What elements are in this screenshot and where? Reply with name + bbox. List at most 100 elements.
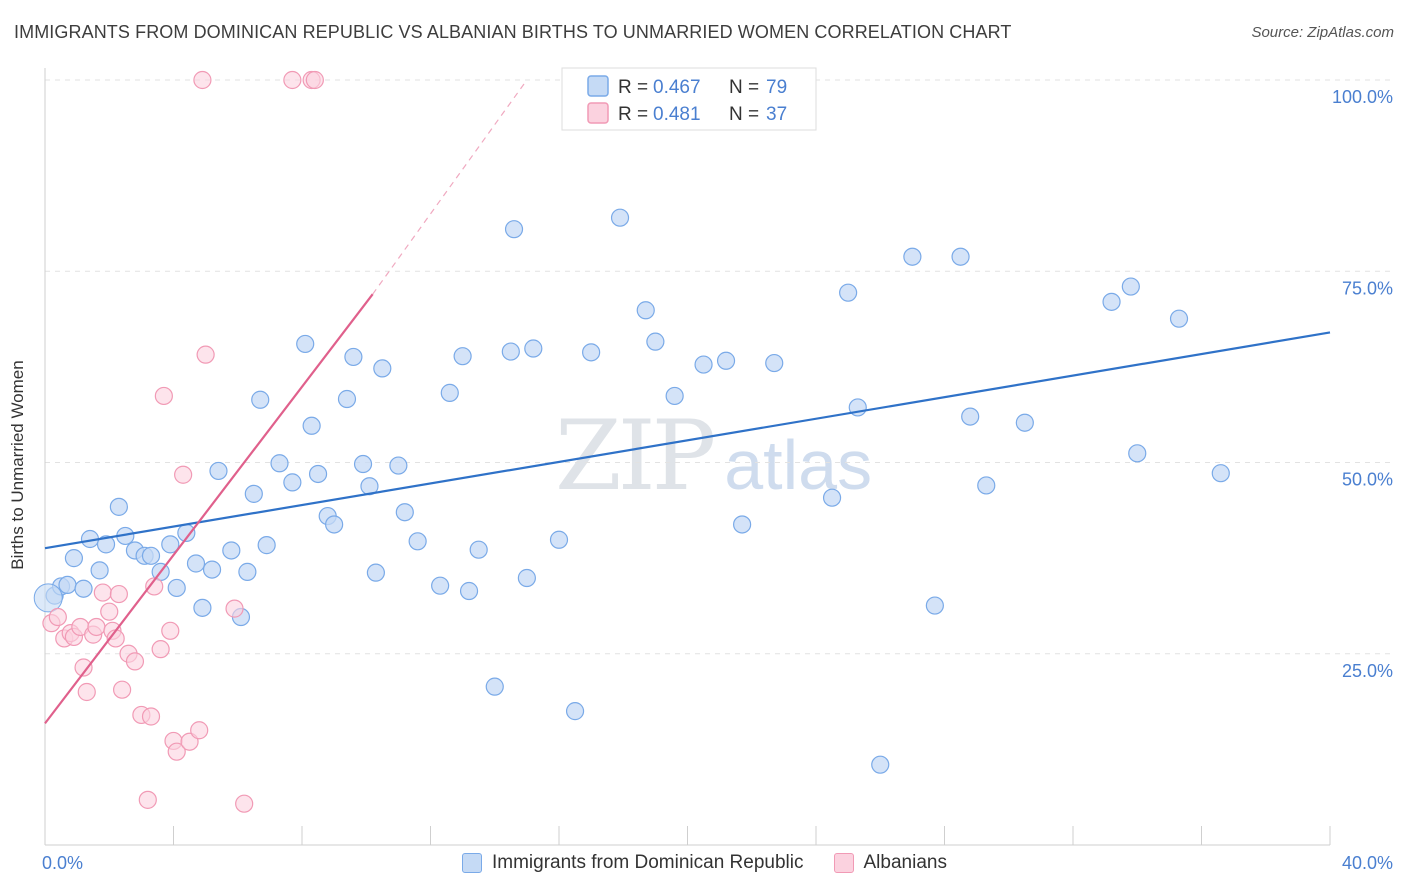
data-point-dominican — [1211, 464, 1230, 483]
data-point-dominican — [431, 576, 450, 595]
stats-legend: R = 0.467 N = 79 R = 0.481 N = 37 — [561, 67, 817, 131]
data-point-dominican — [193, 598, 212, 617]
data-point-albanian — [235, 794, 254, 813]
data-point-dominican — [977, 476, 996, 495]
data-point-dominican — [244, 484, 263, 503]
y-axis-label: Births to Unmarried Women — [8, 360, 27, 570]
data-point-dominican — [517, 568, 536, 588]
data-point-dominican — [1128, 444, 1147, 463]
legend-label-albanians: Albanians — [863, 852, 947, 873]
legend-swatch-blue — [462, 853, 482, 873]
data-point-dominican — [325, 515, 344, 534]
data-point-albanian — [74, 658, 93, 677]
data-point-dominican — [408, 532, 427, 551]
legend-label-dominican: Immigrants from Dominican Republic — [492, 852, 804, 873]
data-point-dominican — [459, 581, 479, 601]
stats-legend-swatch — [587, 102, 609, 124]
data-point-albanian — [174, 465, 193, 484]
data-point-albanian — [112, 680, 132, 699]
data-point-albanian — [145, 577, 164, 596]
data-point-dominican — [716, 351, 736, 370]
data-point-dominican — [96, 535, 116, 554]
data-point-dominican — [1102, 292, 1121, 311]
legend-item-dominican[interactable]: Immigrants from Dominican Republic — [462, 852, 804, 874]
data-point-dominican — [610, 208, 630, 227]
series-legend: Immigrants from Dominican Republic Alban… — [462, 852, 977, 874]
data-point-dominican — [296, 334, 315, 354]
data-point-dominican — [90, 561, 109, 580]
data-point-dominican — [501, 342, 520, 361]
data-point-dominican — [58, 575, 77, 595]
data-point-dominican — [141, 546, 161, 565]
data-point-albanian — [125, 652, 145, 671]
data-point-dominican — [549, 530, 569, 549]
data-point-albanian — [100, 602, 119, 621]
data-point-dominican — [344, 347, 363, 367]
axes — [44, 68, 1331, 846]
data-point-dominican — [582, 343, 601, 362]
data-point-albanian — [193, 70, 212, 90]
y-tick-label: 25.0% — [1342, 661, 1393, 681]
data-point-dominican — [469, 540, 488, 559]
data-point-dominican — [270, 454, 289, 473]
x-tick-label: 40.0% — [1342, 853, 1393, 873]
data-point-albanian — [225, 599, 244, 618]
legend-item-albanians[interactable]: Albanians — [833, 852, 947, 874]
trend-line-dominican — [44, 331, 1331, 550]
data-point-dominican — [636, 301, 655, 320]
data-point-dominican — [733, 515, 752, 534]
data-point-albanian — [87, 617, 106, 637]
x-tick-label: 0.0% — [42, 853, 83, 873]
data-point-albanian — [109, 584, 128, 604]
data-point-dominican — [524, 339, 543, 358]
data-point-dominican — [1169, 309, 1189, 328]
data-point-albanian — [93, 583, 112, 602]
watermark: ZIP atlas — [555, 400, 872, 512]
data-point-dominican — [222, 541, 241, 560]
data-point-dominican — [961, 407, 980, 426]
data-point-dominican — [822, 488, 842, 507]
data-point-dominican — [64, 549, 84, 568]
y-tick-label: 75.0% — [1342, 278, 1393, 298]
data-point-dominican — [74, 579, 93, 598]
data-point-dominican — [373, 359, 392, 378]
data-point-albanian — [138, 790, 157, 809]
data-point-albanian — [283, 70, 302, 90]
chart-title: IMMIGRANTS FROM DOMINICAN REPUBLIC VS AL… — [14, 22, 1012, 42]
data-point-dominican — [694, 355, 713, 374]
stats-legend-n-label: N = — [729, 77, 759, 98]
data-point-dominican — [366, 563, 385, 582]
stats-legend-n-value: 37 — [766, 104, 787, 125]
source-label: Source: ZipAtlas.com — [1251, 24, 1394, 41]
stats-legend-r-value: 0.467 — [653, 77, 701, 98]
data-point-dominican — [186, 554, 206, 573]
stats-legend-r-value: 0.481 — [653, 104, 701, 125]
data-point-dominican — [353, 454, 373, 474]
data-point-albanian — [48, 607, 67, 627]
data-point-albanian — [154, 386, 173, 406]
data-point-dominican — [925, 596, 944, 615]
data-point-dominican — [903, 247, 922, 266]
data-point-dominican — [504, 220, 524, 239]
stats-legend-r-label: R = — [618, 77, 648, 98]
y-tick-label: 100.0% — [1332, 87, 1393, 107]
data-point-albanian — [190, 721, 209, 740]
data-point-dominican — [33, 583, 63, 613]
data-point-dominican — [839, 283, 858, 302]
stats-legend-n-label: N = — [729, 104, 759, 125]
data-point-dominican — [161, 535, 180, 554]
stats-legend-r-label: R = — [618, 104, 648, 125]
watermark-zip: ZIP — [555, 400, 716, 512]
data-point-dominican — [646, 332, 665, 351]
trend-line-albanian-extension — [372, 79, 528, 295]
data-point-albanian — [141, 707, 161, 726]
data-point-albanian — [167, 742, 186, 761]
data-point-dominican — [1015, 413, 1034, 432]
data-point-dominican — [251, 390, 270, 409]
data-point-dominican — [167, 578, 186, 598]
data-point-dominican — [485, 677, 504, 696]
watermark-atlas: atlas — [724, 426, 873, 504]
data-point-dominican — [389, 456, 408, 475]
data-point-dominican — [109, 497, 128, 516]
